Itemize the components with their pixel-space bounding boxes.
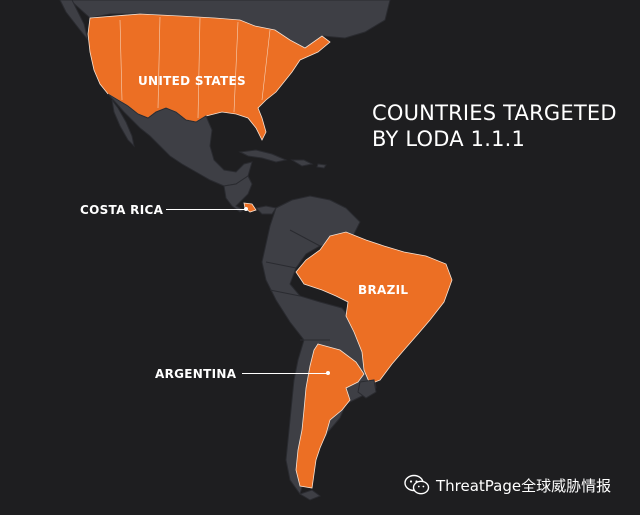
mexico-shape xyxy=(107,93,253,187)
argentina-leader-line xyxy=(242,373,328,374)
label-costa-rica: COSTA RICA xyxy=(80,203,164,217)
costa-rica-leader-line xyxy=(166,209,246,210)
label-brazil: BRAZIL xyxy=(358,283,409,297)
brazil-shape xyxy=(295,231,453,385)
title-line-1: COUNTRIES TARGETED xyxy=(372,101,617,125)
wechat-icon xyxy=(404,474,430,495)
central-america-shape xyxy=(223,175,253,213)
title-line-2: BY LODA 1.1.1 xyxy=(372,127,526,151)
costa-rica-leader-dot xyxy=(244,207,248,211)
northwest-region xyxy=(59,0,89,41)
argentina-shape xyxy=(295,343,365,489)
argentina-leader-dot xyxy=(326,371,330,375)
watermark-text: ThreatPage全球威胁情报 xyxy=(436,476,612,495)
label-argentina: ARGENTINA xyxy=(155,367,237,381)
cuba-shape xyxy=(238,149,288,163)
watermark: ThreatPage全球威胁情报 xyxy=(404,474,611,496)
map-title: COUNTRIES TARGETED BY LODA 1.1.1 xyxy=(372,100,622,152)
label-united-states: UNITED STATES xyxy=(138,74,246,88)
